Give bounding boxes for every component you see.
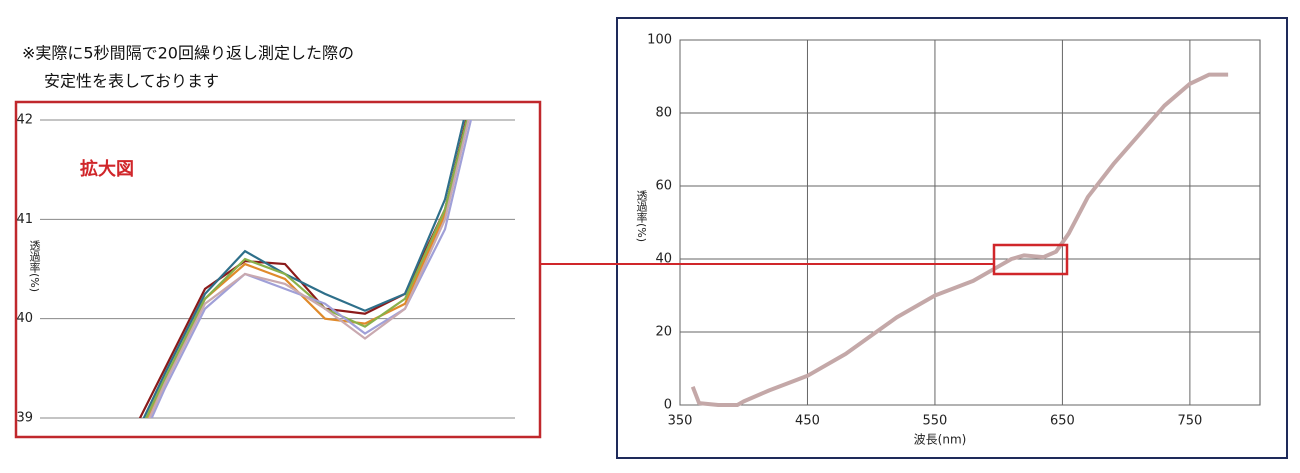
x-tick-label: 350 (668, 414, 693, 429)
note-line: 安定性を表しております (44, 72, 219, 91)
y-tick-label: 40 (655, 252, 672, 267)
y-tick-label: 20 (655, 325, 672, 340)
y-tick-label: 100 (647, 33, 672, 48)
y-tick-label: 42 (16, 113, 33, 128)
y-tick-label: 0 (664, 398, 672, 413)
zoom-title: 拡大図 (80, 158, 134, 180)
y-tick-label: 80 (655, 106, 672, 121)
main-plot (679, 39, 1260, 407)
zoom-frame (14, 100, 542, 439)
y-tick-label: 39 (16, 411, 33, 426)
series-line (147, 120, 470, 418)
y-tick-label: 41 (16, 212, 33, 227)
series-line (142, 120, 465, 418)
series-line (690, 72, 1229, 407)
x-tick-label: 750 (1177, 414, 1202, 429)
y-axis-label: 透過率(%) (28, 240, 41, 292)
series-line (144, 120, 468, 418)
zoom-lines (138, 120, 473, 418)
zoom-region (992, 243, 1069, 276)
x-axis-label: 波長(nm) (914, 433, 967, 447)
x-tick-label: 550 (923, 414, 948, 429)
note-line: ※実際に5秒間隔で20回繰り返し測定した際の (22, 44, 354, 63)
y-axis-label: 透過率(%) (635, 190, 648, 242)
main-frame (616, 17, 1288, 459)
y-tick-label: 40 (16, 311, 33, 326)
x-tick-label: 450 (795, 414, 820, 429)
x-tick-label: 650 (1050, 414, 1075, 429)
series-line (148, 120, 470, 418)
y-tick-label: 60 (655, 179, 672, 194)
